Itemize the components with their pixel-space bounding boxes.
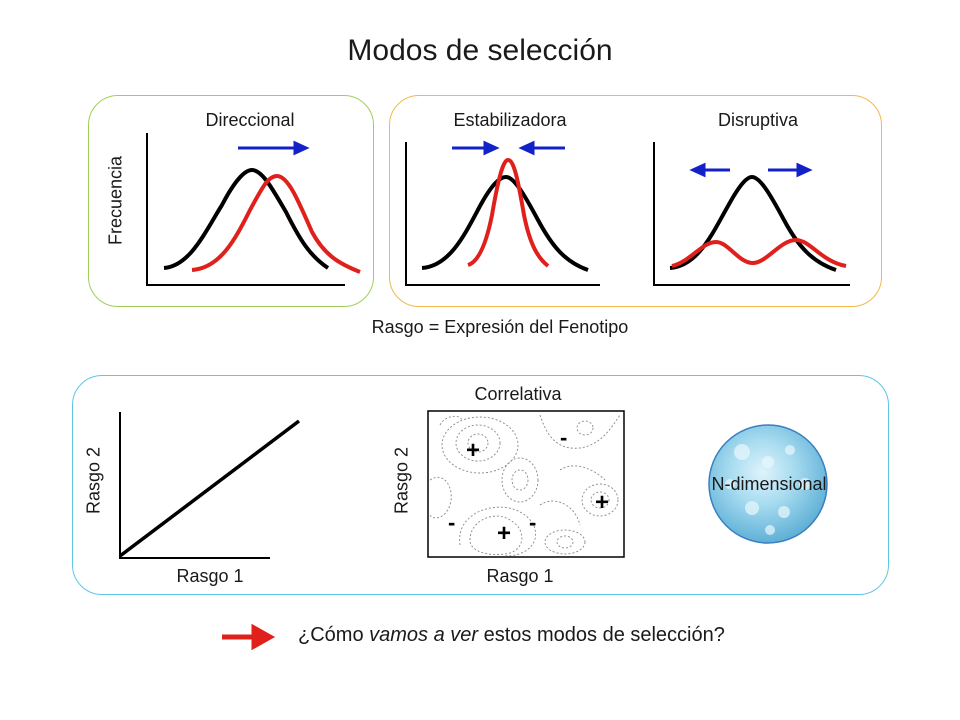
disruptiva-black-curve [669,174,837,272]
red-arrow-icon [222,623,276,651]
linear-correlation-line [118,419,301,558]
disruptiva-red-curve [671,237,847,268]
estabilizadora-disruptiva-box [389,95,882,307]
linear-plot-axes [119,412,270,559]
label-direccional: Direccional [205,110,295,130]
direccional-axes [146,133,345,286]
question-text: ¿Cómo vamos a ver estos modos de selecci… [298,624,725,647]
contour-plot [427,410,625,558]
question-italic: vamos a ver [369,624,479,646]
label-estabilizadora: Estabilizadora [453,110,567,130]
label-n-dimensional: N-dimensional [711,474,827,494]
question-before: ¿Cómo [298,624,370,646]
estabilizadora-arrows [452,140,565,156]
direccional-box [88,95,374,307]
direccional-black-curve [163,167,330,270]
plus-marker-3: + [497,520,511,547]
question-after: estos modos de selección? [478,624,725,646]
direccional-red-curve [191,173,361,274]
rasgo1-mid-label: Rasgo 1 [486,566,554,586]
estabilizadora-black-curve [421,174,589,272]
minus-marker-1: - [560,425,567,450]
minus-marker-2: - [448,510,455,535]
correlativa-box [72,375,889,595]
estabilizadora-red-curve [467,157,550,268]
n-dimensional-sphere [708,424,828,544]
estabilizadora-axes [405,142,600,286]
rasgo-caption: Rasgo = Expresión del Fenotipo [371,317,629,337]
rasgo1-left-label: Rasgo 1 [176,566,244,586]
contour-markers: + - + - - + [448,425,609,547]
label-disruptiva: Disruptiva [717,110,799,130]
direccional-arrow [238,140,310,156]
label-correlativa: Correlativa [474,384,562,404]
disruptiva-axes [653,142,850,286]
minus-marker-3: - [529,510,536,535]
plus-marker-2: + [595,489,609,516]
disruptiva-arrows [689,162,813,178]
page-title: Modos de selección [347,34,613,67]
plus-marker-1: + [466,437,480,464]
